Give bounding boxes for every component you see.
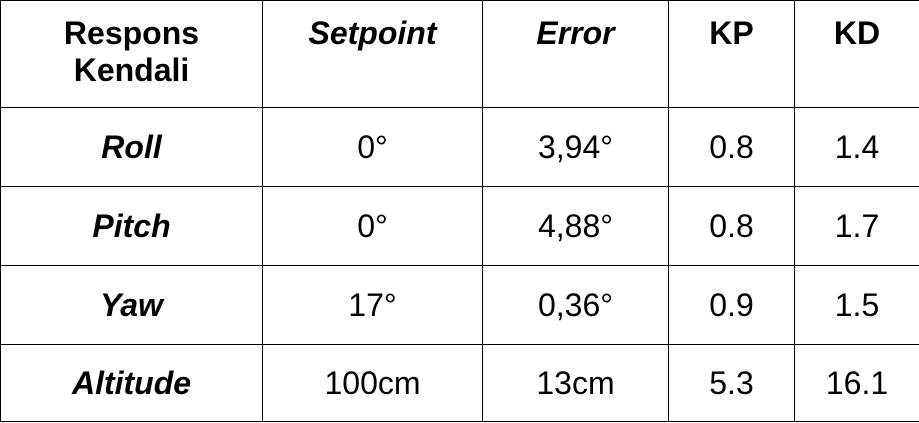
header-kd: KD — [794, 0, 919, 108]
table-row-roll: Roll 0° 3,94° 0.8 1.4 — [0, 107, 919, 187]
kp-cell: 0.8 — [668, 186, 795, 266]
row-label: Altitude — [0, 344, 263, 422]
kd-cell: 1.5 — [794, 265, 919, 345]
setpoint-cell: 0° — [262, 107, 483, 187]
kp-cell: 0.8 — [668, 107, 795, 187]
header-row: Respons Kendali Setpoint Error KP KD — [0, 0, 919, 108]
kd-cell: 1.4 — [794, 107, 919, 187]
header-respons-kendali: Respons Kendali — [0, 0, 263, 108]
error-cell: 3,94° — [482, 107, 669, 187]
kd-cell: 1.7 — [794, 186, 919, 266]
header-respons-line1: Respons — [63, 15, 200, 51]
header-setpoint: Setpoint — [262, 0, 483, 108]
header-respons-line2: Kendali — [73, 52, 190, 88]
setpoint-cell: 0° — [262, 186, 483, 266]
kp-cell: 5.3 — [668, 344, 795, 422]
row-label: Roll — [0, 107, 263, 187]
table-row-altitude: Altitude 100cm 13cm 5.3 16.1 — [0, 344, 919, 422]
header-error: Error — [482, 0, 669, 108]
table-row-pitch: Pitch 0° 4,88° 0.8 1.7 — [0, 186, 919, 266]
error-cell: 4,88° — [482, 186, 669, 266]
kd-cell: 16.1 — [794, 344, 919, 422]
header-kp: KP — [668, 0, 795, 108]
table-row-yaw: Yaw 17° 0,36° 0.9 1.5 — [0, 265, 919, 345]
row-label: Yaw — [0, 265, 263, 345]
kp-cell: 0.9 — [668, 265, 795, 345]
setpoint-cell: 17° — [262, 265, 483, 345]
error-cell: 0,36° — [482, 265, 669, 345]
row-label: Pitch — [0, 186, 263, 266]
error-cell: 13cm — [482, 344, 669, 422]
setpoint-cell: 100cm — [262, 344, 483, 422]
